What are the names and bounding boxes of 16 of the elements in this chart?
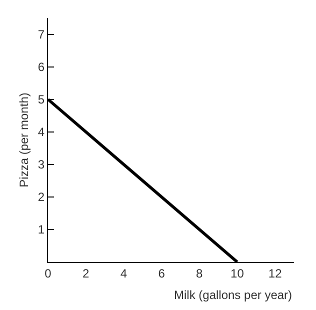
y-tick-label: 1 xyxy=(38,222,45,237)
x-tick-label: 8 xyxy=(196,266,204,280)
y-tick-label: 6 xyxy=(38,60,45,74)
y-tick-label: 5 xyxy=(38,92,45,107)
x-tick-label: 2 xyxy=(82,266,90,280)
y-tick-label: 3 xyxy=(38,158,45,172)
y-tick-label: 2 xyxy=(38,190,45,204)
x-tick-label: 6 xyxy=(158,266,166,280)
y-tick-label: 7 xyxy=(38,27,45,42)
x-tick-label: 12 xyxy=(268,266,282,280)
y-tick-label: 4 xyxy=(38,125,45,140)
y-axis-title: Pizza (per month) xyxy=(17,92,32,188)
x-tick-label: 0 xyxy=(44,266,52,280)
x-tick-label: 10 xyxy=(230,266,244,280)
x-axis-title: Milk (gallons per year) xyxy=(174,288,292,302)
x-tick-label: 4 xyxy=(120,266,128,280)
